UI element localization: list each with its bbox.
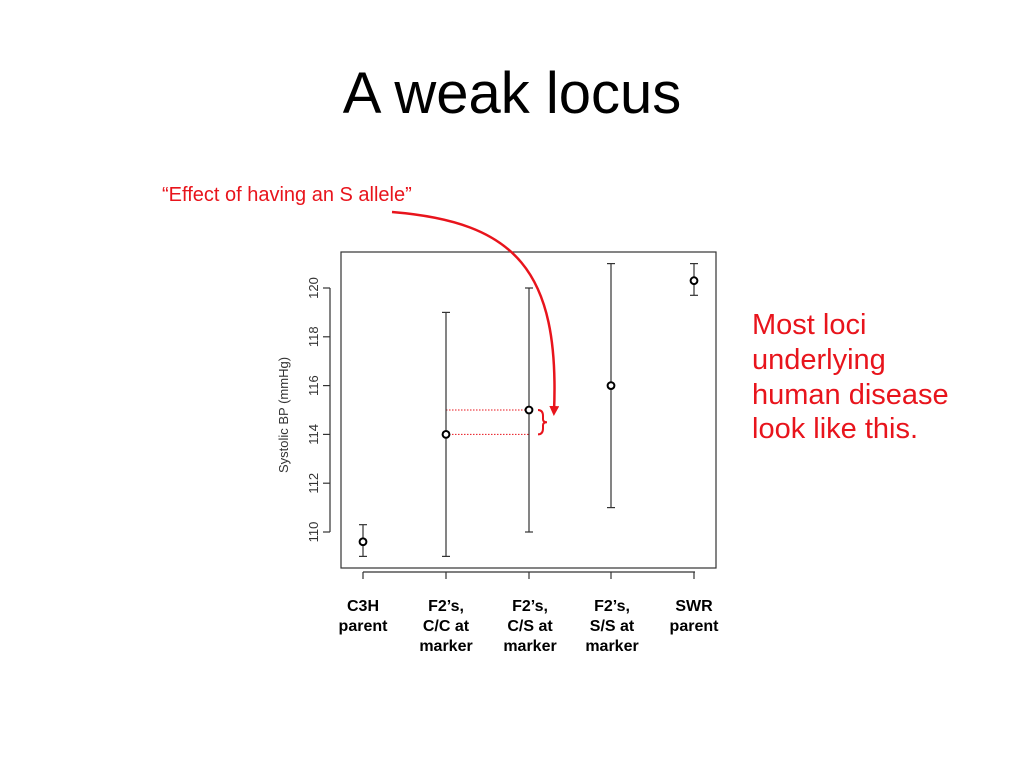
x-ticks	[362, 572, 695, 579]
data-points	[358, 276, 699, 547]
side-note: Most loci underlying human disease look …	[752, 309, 949, 446]
data-point-f2-s-s-s-at-marker	[606, 381, 616, 391]
y-tick-label-120: 120	[306, 277, 321, 299]
category-label-swr-parent: SWR parent	[669, 598, 719, 635]
effect-brace	[537, 409, 548, 436]
y-tick-label-118: 118	[306, 326, 321, 347]
y-ticks: 110 112 114 116 118 120	[306, 277, 330, 542]
category-label-f2-cs: F2’s, C/S at marker	[503, 598, 557, 655]
data-point-f2-s-c-c-at-marker	[441, 430, 451, 439]
y-tick-label-112: 112	[306, 473, 321, 494]
data-point-f2-s-c-s-at-marker	[524, 405, 534, 415]
data-point-c3h-parent	[358, 537, 368, 547]
effect-annotation: “Effect of having an S allele”	[162, 184, 412, 206]
y-tick-label-116: 116	[306, 375, 321, 396]
data-point-swr-parent	[689, 276, 699, 286]
y-tick-label-114: 114	[306, 424, 321, 445]
plot-frame	[340, 251, 717, 569]
effect-highlight	[446, 409, 548, 436]
category-label-f2-ss: F2’s, S/S at marker	[585, 598, 639, 655]
category-label-f2-cc: F2’s, C/C at marker	[419, 598, 473, 655]
category-label-c3h-parent: C3H parent	[338, 598, 388, 635]
y-axis-label: Systolic BP (mmHg)	[276, 357, 291, 473]
y-tick-label-110: 110	[306, 522, 321, 543]
slide-title: A weak locus	[342, 61, 682, 126]
annotation-arrow	[391, 210, 560, 416]
